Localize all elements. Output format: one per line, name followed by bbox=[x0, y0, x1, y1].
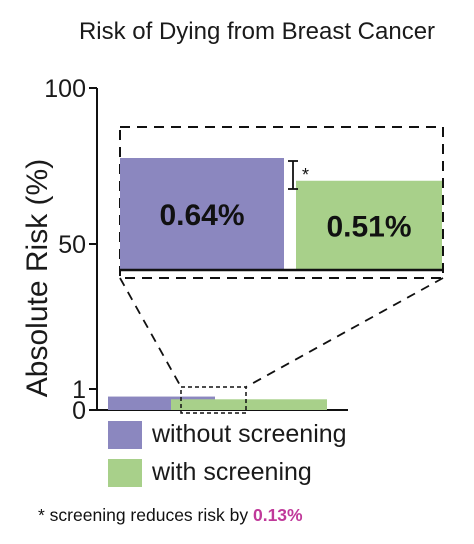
y-tick-label-1: 1 bbox=[72, 376, 86, 404]
inset-bars: 0.64% 0.51% bbox=[120, 158, 442, 270]
y-tick-label-100: 100 bbox=[44, 75, 86, 103]
y-tick-label-0: 0 bbox=[72, 397, 86, 425]
y-tick-label-50: 50 bbox=[58, 231, 86, 259]
main-bars bbox=[108, 396, 327, 410]
zoom-connector-right bbox=[245, 277, 444, 388]
zoom-source-box bbox=[180, 386, 247, 414]
y-axis-label: Absolute Risk (%) bbox=[21, 159, 54, 397]
legend-swatch-with bbox=[108, 458, 142, 487]
bar-with-screening bbox=[171, 399, 327, 410]
y-ticks: 100 50 10 bbox=[44, 75, 97, 425]
legend-label-without: without screening bbox=[152, 420, 347, 448]
footnote-value: 0.13% bbox=[252, 505, 303, 525]
inset-data-label-with-screening: 0.51% bbox=[326, 210, 411, 243]
difference-marker: * bbox=[302, 165, 309, 185]
inset-data-label-without-screening: 0.64% bbox=[159, 199, 244, 232]
legend-swatch-without bbox=[108, 420, 142, 449]
legend-item-with: with screening bbox=[108, 458, 312, 487]
zoom-connector-left bbox=[119, 277, 182, 388]
chart-title: Risk of Dying from Breast Cancer bbox=[79, 18, 435, 45]
footnote-text: * screening reduces risk by bbox=[38, 505, 253, 525]
inset-bar-without-screening bbox=[120, 158, 284, 270]
footnote: * screening reduces risk by 0.13% bbox=[38, 505, 303, 526]
legend-item-without: without screening bbox=[108, 420, 347, 449]
inset-bar-with-screening bbox=[296, 180, 442, 270]
legend-label-with: with screening bbox=[152, 458, 312, 486]
difference-bracket bbox=[288, 160, 298, 190]
